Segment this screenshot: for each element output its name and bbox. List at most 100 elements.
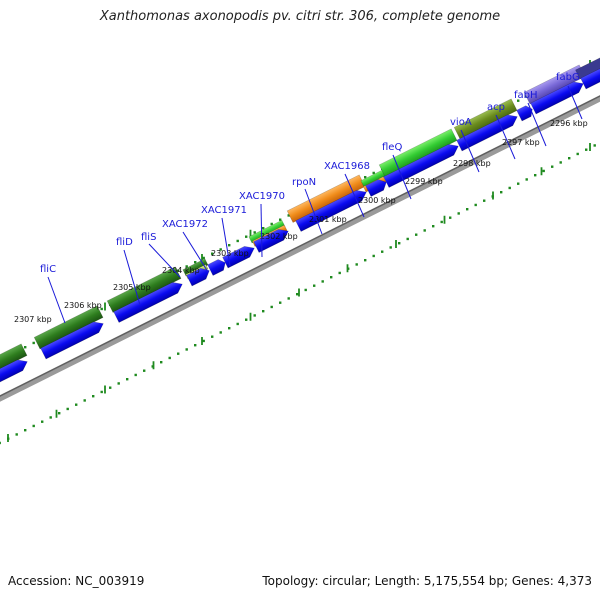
inner-tick-row-dot	[32, 424, 35, 428]
inner-tick-row-dot	[287, 297, 290, 300]
inner-tick-row-dot	[66, 407, 69, 411]
cds-arrow-11-shape	[456, 114, 518, 152]
inner-tick-row-dot	[355, 263, 358, 266]
inner-tick-row-dot	[517, 182, 520, 185]
outer-tick-row-dot	[219, 248, 222, 251]
inner-tick-row-dot	[270, 305, 273, 309]
inner-tick-row-dot	[406, 237, 409, 241]
cds-arrow-3	[113, 282, 183, 323]
cds-arrow-14-shape	[580, 68, 600, 90]
gene-label: fleQ	[382, 142, 402, 153]
inner-tick-row-dot	[542, 169, 545, 173]
inner-tick-row-dot	[593, 144, 596, 147]
inner-tick-row-dot	[211, 335, 214, 338]
inner-tick-row-dot	[585, 148, 588, 151]
feature-flid-track	[33, 305, 104, 350]
inner-tick-row-dot	[381, 250, 384, 253]
gene-label: rpoN	[292, 177, 316, 188]
inner-tick-row-dot	[117, 382, 120, 385]
outer-tick-row-dot	[364, 176, 367, 179]
inner-tick-row-dot	[525, 178, 528, 181]
cds-arrow-2	[40, 321, 104, 360]
inner-tick-row-dot	[202, 339, 205, 343]
inner-tick-row-dot	[304, 288, 307, 292]
cds-arrow-9-shape	[365, 179, 387, 197]
kbp-label: 2297 kbp	[502, 138, 540, 147]
kbp-label: 2296 kbp	[550, 119, 588, 128]
outer-tick-row-dot	[100, 307, 103, 311]
inner-tick-row-dot	[559, 161, 562, 164]
inner-tick-row-dot	[92, 395, 95, 398]
inner-tick-row-dot	[58, 412, 61, 415]
inner-tick-row-dot	[449, 216, 452, 219]
gene-leader-line	[148, 243, 181, 278]
outer-tick-row-dot	[279, 218, 282, 221]
inner-tick-row-dot	[177, 352, 180, 355]
inner-tick-row-dot	[100, 390, 103, 394]
feature-flic-track-shape	[0, 343, 28, 375]
inner-tick-row-dot	[126, 378, 129, 381]
outer-tick-row-dot	[262, 227, 265, 230]
kbp-label: 2301 kbp	[309, 215, 347, 224]
outer-tick-row-dot	[177, 269, 180, 272]
outer-tick-row-dot	[32, 341, 35, 345]
accession-label: Accession: NC_003919	[8, 574, 145, 588]
genome-track-layer	[0, 53, 600, 445]
kbp-label: 2300 kbp	[358, 196, 396, 205]
cds-arrow-4-shape	[186, 267, 210, 287]
inner-tick-row-dot	[466, 208, 469, 211]
inner-tick-row-dot	[219, 331, 222, 334]
inner-tick-row-dot	[279, 301, 282, 304]
outer-tick-row-dot	[228, 244, 231, 247]
feature-flid-track-shape	[33, 305, 104, 350]
inner-tick-row-dot	[245, 318, 248, 321]
inner-tick-row-dot	[500, 191, 503, 194]
cds-arrow-8	[295, 190, 367, 232]
gene-label: vioA	[450, 117, 472, 128]
gene-leader-line	[260, 203, 263, 258]
feature-fabg-track-shape	[575, 53, 600, 80]
inner-tick-row-dot	[338, 271, 341, 275]
outer-tick-row-dot	[270, 222, 273, 226]
gene-leader-line	[304, 188, 323, 235]
outer-tick-row-dot	[372, 171, 375, 175]
inner-tick-row-dot	[109, 386, 112, 389]
gene-label: fabH	[514, 90, 538, 101]
cds-arrow-5-shape	[207, 259, 226, 276]
kbp-label: 2306 kbp	[64, 301, 102, 310]
inner-tick-row-dot	[423, 229, 426, 232]
outer-tick-row-dot	[287, 214, 290, 217]
inner-tick-row-dot	[228, 327, 231, 330]
outer-tick-row-dot	[24, 346, 27, 349]
inner-tick-row-dot	[474, 203, 477, 207]
map-title: Xanthomonas axonopodis pv. citri str. 30…	[99, 9, 501, 24]
gene-label: fliS	[141, 232, 156, 243]
inner-tick-row-dot	[576, 152, 579, 156]
kbp-label: 2305 kbp	[113, 283, 151, 292]
gene-leader-line	[47, 276, 66, 324]
gene-label: XAC1970	[239, 191, 285, 202]
gene-leader-line	[495, 114, 516, 160]
gene-leader-line	[567, 85, 583, 120]
outer-tick-row-dot	[236, 239, 239, 243]
feature-flis-track	[106, 266, 182, 313]
inner-tick-row-dot	[534, 174, 537, 177]
inner-tick-row-dot	[568, 157, 571, 160]
outer-tick-row-dot	[245, 235, 248, 238]
inner-tick-row-dot	[415, 233, 418, 236]
gene-label: acp	[487, 102, 505, 113]
cds-arrow-1-shape	[0, 359, 28, 388]
gene-leader-line	[460, 129, 480, 173]
inner-tick-row-dot	[160, 361, 163, 364]
inner-tick-row-dot	[364, 259, 367, 262]
inner-tick-row-dot	[330, 276, 333, 279]
inner-tick-row-dot	[15, 433, 18, 436]
inner-tick-row-dot	[75, 403, 78, 406]
genome-summary: Topology: circular; Length: 5,175,554 bp…	[262, 574, 592, 588]
cds-arrow-2-shape	[40, 321, 104, 360]
inner-tick-row-dot	[0, 441, 1, 445]
cds-arrow-3-shape	[113, 282, 183, 323]
inner-tick-row-dot	[262, 310, 265, 313]
inner-tick-row-dot	[440, 220, 443, 224]
inner-tick-row-dot	[253, 314, 256, 317]
